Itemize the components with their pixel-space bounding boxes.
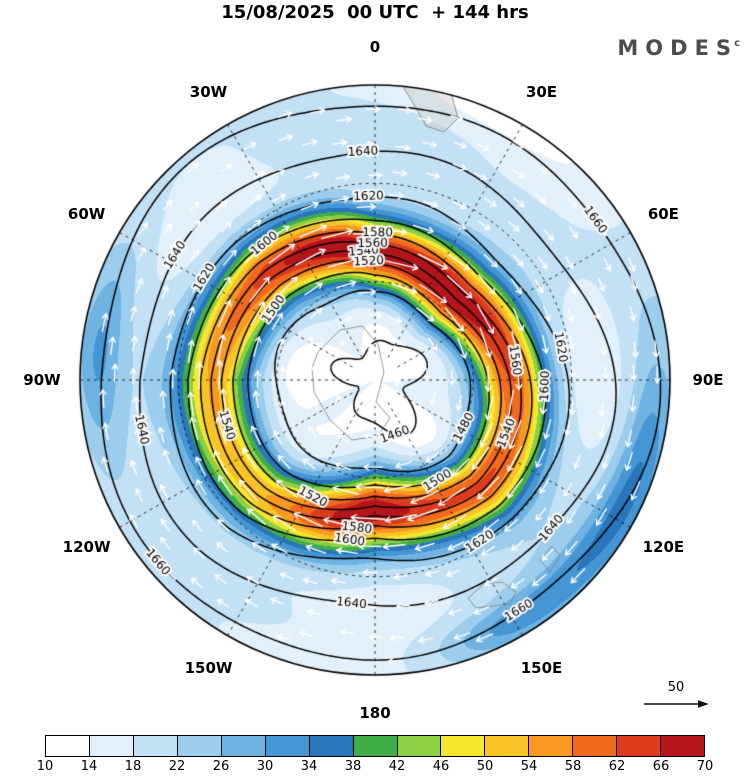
modes-logo: MODESc	[617, 36, 740, 60]
colorbar-cell-8	[396, 736, 441, 756]
modes-logo-mark: c	[734, 38, 740, 49]
colorbar-tick-58: 58	[564, 759, 582, 774]
colorbar-ticks: 10 14 18 22 26 30 34 38 42 46 50 54 58 62 66 70	[37, 759, 714, 777]
colorbar-cell-7	[352, 736, 397, 756]
colorbar-tick-38: 38	[344, 759, 362, 774]
longitude-label-120w: 120W	[62, 537, 111, 556]
colorbar-tick-62: 62	[608, 759, 626, 774]
colorbar-cell-11	[528, 736, 573, 756]
colorbar-cell-0	[46, 736, 89, 756]
colorbar-tick-54: 54	[520, 759, 538, 774]
colorbar-cell-6	[308, 736, 353, 756]
longitude-label-180: 180	[359, 704, 391, 722]
wind-scale-legend: 50	[638, 680, 714, 710]
colorbar	[45, 735, 705, 757]
colorbar-tick-14: 14	[80, 759, 98, 774]
longitude-label-150e: 150E	[520, 659, 563, 678]
longitude-label-90w: 90W	[23, 371, 61, 389]
colorbar-tick-22: 22	[168, 759, 186, 774]
longitude-label-60w: 60W	[67, 204, 106, 223]
colorbar-cell-5	[264, 736, 309, 756]
colorbar-tick-46: 46	[432, 759, 450, 774]
colorbar-tick-34: 34	[300, 759, 318, 774]
colorbar-cell-13	[616, 736, 661, 756]
longitude-label-60e: 60E	[647, 204, 679, 223]
colorbar-tick-30: 30	[256, 759, 274, 774]
colorbar-tick-26: 26	[212, 759, 230, 774]
colorbar-cell-3	[176, 736, 221, 756]
colorbar-cell-14	[660, 736, 705, 756]
wind-scale-arrow-icon	[644, 700, 709, 708]
colorbar-cell-1	[88, 736, 133, 756]
chart-title: 15/08/2025 00 UTC + 144 hrs	[221, 2, 529, 23]
colorbar-tick-10: 10	[36, 759, 54, 774]
longitude-label-30w: 30W	[189, 82, 228, 101]
colorbar-tick-42: 42	[388, 759, 406, 774]
longitude-label-90e: 90E	[692, 371, 724, 389]
longitude-label-30e: 30E	[525, 82, 558, 101]
colorbar-tick-18: 18	[124, 759, 142, 774]
colorbar-tick-70: 70	[696, 759, 714, 774]
colorbar-tick-66: 66	[652, 759, 670, 774]
colorbar-cell-4	[220, 736, 265, 756]
colorbar-cell-12	[572, 736, 617, 756]
modes-logo-text: MODES	[617, 36, 739, 60]
colorbar-cell-9	[440, 736, 485, 756]
colorbar-cell-2	[132, 736, 177, 756]
colorbar-cell-10	[484, 736, 529, 756]
colorbar-tick-50: 50	[476, 759, 494, 774]
longitude-label-150w: 150W	[184, 659, 233, 678]
wind-scale-value: 50	[667, 680, 685, 695]
longitude-label-120e: 120E	[642, 537, 685, 556]
longitude-label-0: 0	[369, 38, 381, 56]
